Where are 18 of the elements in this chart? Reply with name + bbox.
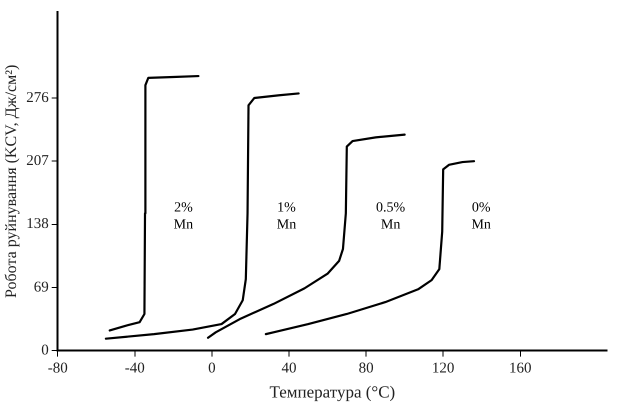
text: 0.5% Mn bbox=[376, 200, 406, 232]
x-tick-label: -40 bbox=[124, 360, 145, 377]
y-tick-label: 69 bbox=[34, 279, 49, 296]
x-tick-label: 120 bbox=[432, 360, 454, 377]
x-tick-label: 80 bbox=[358, 360, 374, 377]
y-tick-label: 207 bbox=[26, 153, 50, 170]
x-axis-title: Температура (°C) bbox=[269, 382, 396, 402]
y-tick-label: 138 bbox=[26, 216, 49, 232]
text: 0% Mn bbox=[471, 200, 491, 232]
x-tick-label: 160 bbox=[509, 360, 532, 377]
x-tick-label: -80 bbox=[48, 360, 68, 377]
x-tick-label: 40 bbox=[281, 360, 296, 377]
text: 2% Mn bbox=[174, 200, 194, 232]
y-tick-label: 0 bbox=[41, 342, 49, 359]
x-tick-label: 0 bbox=[208, 360, 216, 377]
y-tick-label: 276 bbox=[26, 90, 50, 106]
y-axis-title: Робота руйнування (KCV, Дж/см²) bbox=[2, 64, 20, 298]
text: 1% Mn bbox=[276, 200, 296, 232]
